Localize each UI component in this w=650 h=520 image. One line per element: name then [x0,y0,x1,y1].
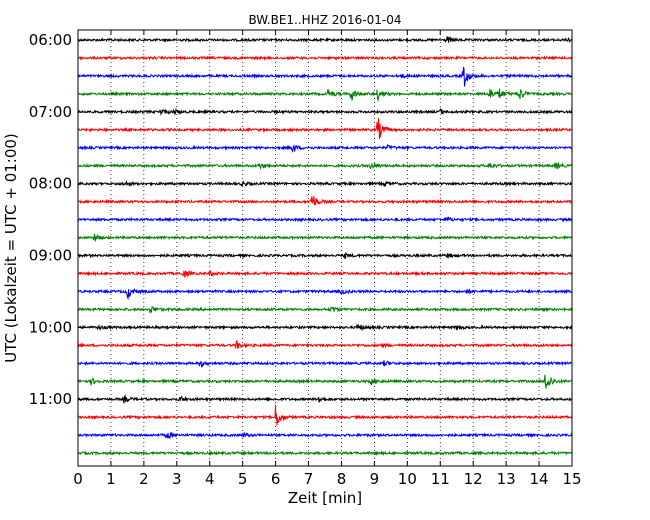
seismogram-trace [77,196,573,206]
seismogram-trace [77,161,573,170]
y-axis: 06:00 07:00 08:00 09:00 10:00 11:00 [29,31,83,408]
trace-group [77,35,573,457]
x-tick-label: 13 [497,470,516,488]
x-tick-label: 7 [304,470,314,488]
seismogram-trace [77,143,573,154]
x-tick-label: 0 [73,470,83,488]
x-axis: 0 1 2 3 4 5 6 7 8 9 10 11 12 13 14 15 [73,30,582,488]
seismogram-trace [77,360,573,369]
seismogram-trace [78,450,573,457]
seismogram-trace [78,305,573,314]
y-tick-label: 06:00 [29,31,72,49]
seismogram-trace [77,393,573,404]
x-tick-label: 8 [337,470,347,488]
y-tick-label: 08:00 [29,175,72,193]
x-tick-label: 5 [238,470,248,488]
seismogram-trace [77,88,573,103]
seismogram-trace [77,404,573,426]
x-tick-label: 6 [271,470,281,488]
plot-frame [77,29,573,467]
seismogram-trace [77,269,573,278]
seismogram-trace [77,340,573,349]
seismogram-trace [77,431,573,439]
seismogram-trace [77,374,573,389]
seismogram-trace [77,323,573,332]
y-axis-label: UTC (Lokalzeit = UTC + 01:00) [2,133,20,363]
y-tick-label: 09:00 [29,247,72,265]
seismogram-trace [77,66,573,87]
seismogram-trace [77,216,573,223]
seismogram-trace [77,288,573,301]
y-tick-label: 07:00 [29,103,72,121]
seismogram-trace [77,35,573,43]
seismogram-trace [77,233,573,242]
x-tick-label: 3 [172,470,182,488]
x-tick-label: 12 [464,470,483,488]
x-tick-label: 11 [431,470,450,488]
x-axis-label: Zeit [min] [288,489,362,507]
x-tick-label: 4 [205,470,215,488]
x-tick-label: 1 [106,470,116,488]
x-tick-label: 10 [398,470,417,488]
seismogram-trace [77,118,573,139]
seismogram-trace [77,180,573,187]
chart-title: BW.BE1..HHZ 2016-01-04 [248,13,401,27]
y-tick-label: 10:00 [29,318,72,336]
x-tick-label: 9 [370,470,380,488]
y-tick-label: 11:00 [29,390,72,408]
seismogram-trace [77,55,573,62]
x-tick-label: 15 [562,470,581,488]
seismogram-trace [77,251,573,260]
seismogram-trace [77,107,573,116]
x-tick-label: 14 [530,470,549,488]
grid-lines [110,30,540,466]
x-tick-label: 2 [139,470,149,488]
